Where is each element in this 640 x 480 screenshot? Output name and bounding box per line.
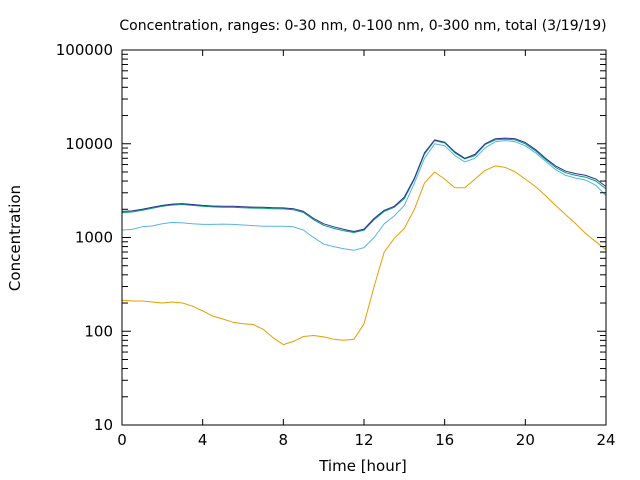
y-tick-label: 1000 xyxy=(75,229,113,247)
y-tick-label: 10 xyxy=(94,416,113,434)
series-line-4 xyxy=(121,137,607,232)
series-line-3 xyxy=(121,138,607,233)
x-axis: 0 4 8 12 16 20 24 xyxy=(117,50,616,449)
y-tick-label: 100000 xyxy=(56,41,113,59)
x-tick-label: 4 xyxy=(198,431,208,449)
y-axis: 10 100 1000 10000 100000 xyxy=(56,41,606,434)
y-tick-label: 100 xyxy=(84,322,113,340)
x-tick-label: 8 xyxy=(279,431,289,449)
x-axis-label: Time [hour] xyxy=(318,457,407,475)
x-tick-label: 16 xyxy=(435,431,454,449)
series-line-1 xyxy=(121,165,607,346)
chart-title: Concentration, ranges: 0-30 nm, 0-100 nm… xyxy=(119,18,606,34)
series-layer xyxy=(121,137,607,346)
x-tick-label: 12 xyxy=(354,431,373,449)
series-line-2 xyxy=(121,140,607,251)
x-tick-label: 24 xyxy=(596,431,615,449)
y-axis-label: Concentration xyxy=(6,185,24,291)
x-tick-label: 0 xyxy=(117,431,127,449)
plot-frame xyxy=(121,49,607,426)
x-tick-label: 20 xyxy=(516,431,535,449)
y-tick-label: 10000 xyxy=(65,135,113,153)
